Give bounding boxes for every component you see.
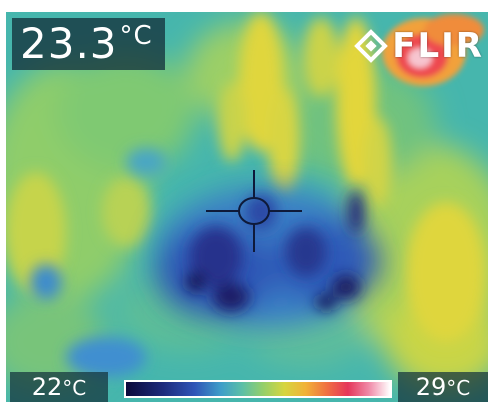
scale-min-value: 22 — [31, 373, 63, 401]
flir-logo-text: FLIR — [392, 26, 484, 66]
flir-diamond-icon — [354, 29, 389, 63]
flir-logo: FLIR — [354, 26, 484, 66]
spot-temperature-unit: °C — [119, 21, 153, 51]
thermal-image — [6, 12, 488, 402]
scale-min-unit: °C — [62, 376, 87, 400]
spot-temperature-readout: 23.3°C — [12, 18, 165, 70]
spot-temperature-value: 23.3 — [20, 19, 118, 68]
scale-max-label: 29°C — [398, 372, 488, 402]
scale-max-unit: °C — [446, 376, 471, 400]
thermal-image-frame: 23.3°C FLIR 22°C 29°C — [6, 12, 488, 402]
color-gradient-bar — [124, 380, 392, 398]
scale-min-label: 22°C — [10, 372, 108, 402]
crosshair-icon — [206, 170, 302, 252]
temperature-scale-bar: 22°C 29°C — [6, 370, 488, 402]
scale-max-value: 29 — [415, 373, 447, 401]
